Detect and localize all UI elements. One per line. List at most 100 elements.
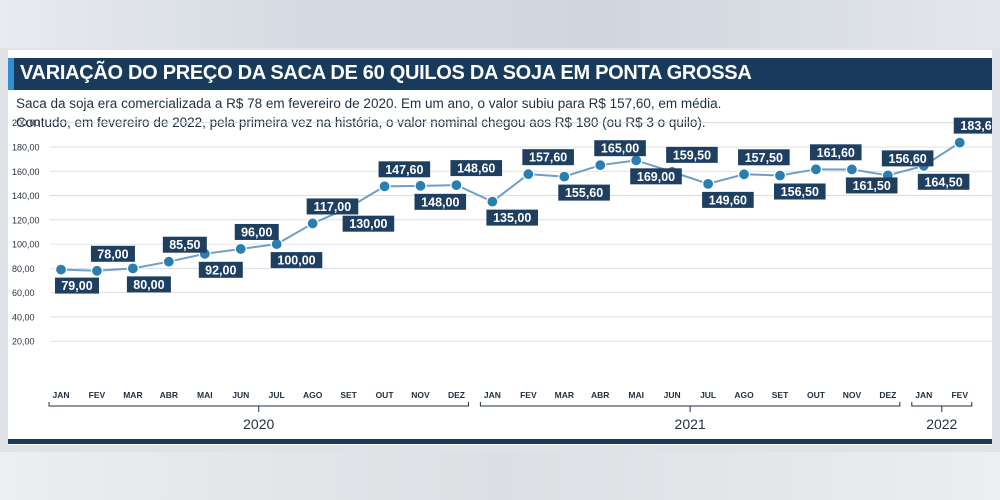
line-chart: 20,00 40,00 60,00 80,00 100,00 120,00 140,00 16… [12, 117, 992, 432]
data-label: 78,00 [97, 247, 128, 261]
data-point [450, 178, 463, 192]
data-label-box [953, 117, 992, 134]
x-tick-label: JUN [232, 390, 249, 400]
data-point [162, 255, 175, 268]
data-label: 156,60 [889, 152, 927, 166]
x-tick-label: FEV [89, 390, 106, 400]
data-point [953, 136, 966, 149]
y-tick-label: 20,00 [12, 337, 35, 347]
data-point [701, 177, 715, 190]
year-bracket [911, 402, 973, 407]
data-label: 165,00 [601, 142, 639, 156]
data-label-box [702, 191, 754, 208]
y-tick-label: 60,00 [12, 288, 35, 298]
x-tick-label: JUL [700, 390, 716, 400]
data-point [126, 262, 140, 275]
data-label: 157,60 [529, 151, 567, 165]
background-blur-top [0, 0, 1000, 48]
data-label-box [845, 177, 898, 194]
data-label-box [234, 223, 279, 240]
x-tick-label: OUT [807, 390, 826, 400]
year-bracket [479, 402, 901, 407]
data-point [234, 242, 247, 256]
x-tick-label: ABR [591, 390, 609, 400]
data-label: 159,50 [673, 148, 711, 162]
y-tick-label: 160,00 [12, 167, 40, 177]
y-tick-label: 100,00 [12, 240, 40, 250]
data-label: 135,00 [493, 211, 531, 225]
data-label-box [90, 245, 135, 262]
x-tick-label: DEZ [879, 390, 896, 400]
x-tick-label: SET [772, 390, 789, 400]
y-tick-label: 80,00 [12, 264, 35, 274]
data-label-box [809, 144, 862, 161]
x-tick-label: NOV [843, 390, 862, 400]
data-point [378, 180, 391, 193]
x-tick-label: JAN [484, 390, 501, 400]
year-label: 2021 [675, 416, 706, 432]
data-label: 161,50 [853, 179, 891, 193]
data-label: 155,60 [565, 186, 603, 200]
data-label: 148,00 [421, 195, 459, 209]
x-tick-label: MAR [123, 390, 142, 400]
data-label: 149,60 [709, 193, 747, 207]
data-point [809, 163, 823, 176]
data-point [90, 264, 104, 277]
data-label: 85,50 [169, 238, 200, 252]
data-point [414, 179, 427, 192]
data-label-box [630, 168, 682, 185]
title-accent [8, 58, 14, 90]
x-tick-label: MAI [197, 390, 213, 400]
data-label-box [162, 236, 207, 253]
data-label: 157,50 [745, 151, 783, 165]
data-label-box [126, 276, 171, 293]
data-point [773, 169, 787, 182]
data-label: 130,00 [349, 217, 387, 231]
data-label: 80,00 [133, 278, 164, 292]
data-point [845, 163, 859, 176]
bottom-rule [8, 439, 992, 444]
data-label-box [450, 160, 503, 177]
x-tick-label: SET [340, 390, 357, 400]
data-label-box [666, 146, 718, 163]
data-point [486, 195, 499, 208]
data-label-box [55, 277, 99, 294]
x-tick-label: OUT [376, 390, 395, 400]
data-label-box [306, 198, 359, 215]
data-label-box [522, 149, 574, 166]
data-label: 147,60 [385, 163, 423, 177]
data-label-box [342, 215, 395, 232]
data-point [594, 159, 607, 172]
subtitle-line-1: Saca da soja era comercializada a R$ 78 … [16, 96, 722, 111]
data-label: 169,00 [637, 170, 675, 184]
data-point [522, 168, 535, 181]
chart-card: VARIAÇÃO DO PREÇO DA SACA DE 60 QUILOS D… [8, 50, 992, 445]
y-tick-label: 200,00 [12, 118, 40, 128]
data-label: 92,00 [205, 263, 236, 277]
data-point [306, 217, 319, 230]
data-point [270, 238, 283, 251]
data-label-box [270, 252, 323, 269]
data-point [558, 170, 571, 183]
y-tick-label: 140,00 [12, 191, 40, 201]
data-label-box [774, 183, 826, 200]
y-tick-label: 180,00 [12, 142, 40, 152]
data-label: 156,50 [781, 185, 819, 199]
data-label: 161,60 [817, 146, 855, 160]
data-label: 164,50 [924, 175, 962, 189]
x-tick-label: JUL [269, 390, 285, 400]
x-tick-label: FEV [520, 390, 537, 400]
data-label-box [558, 184, 610, 201]
year-label: 2020 [243, 416, 274, 432]
year-bracket [48, 402, 469, 407]
title-bar: VARIAÇÃO DO PREÇO DA SACA DE 60 QUILOS D… [8, 58, 992, 90]
data-label: 96,00 [241, 225, 272, 239]
year-label: 2022 [926, 416, 957, 432]
x-tick-label: JAN [52, 390, 69, 400]
data-label: 148,60 [457, 162, 495, 176]
chart-title: VARIAÇÃO DO PREÇO DA SACA DE 60 QUILOS D… [20, 62, 752, 84]
x-tick-label: NOV [411, 390, 430, 400]
y-tick-label: 120,00 [12, 215, 40, 225]
x-tick-label: FEV [951, 390, 968, 400]
x-tick-label: AGO [734, 390, 754, 400]
